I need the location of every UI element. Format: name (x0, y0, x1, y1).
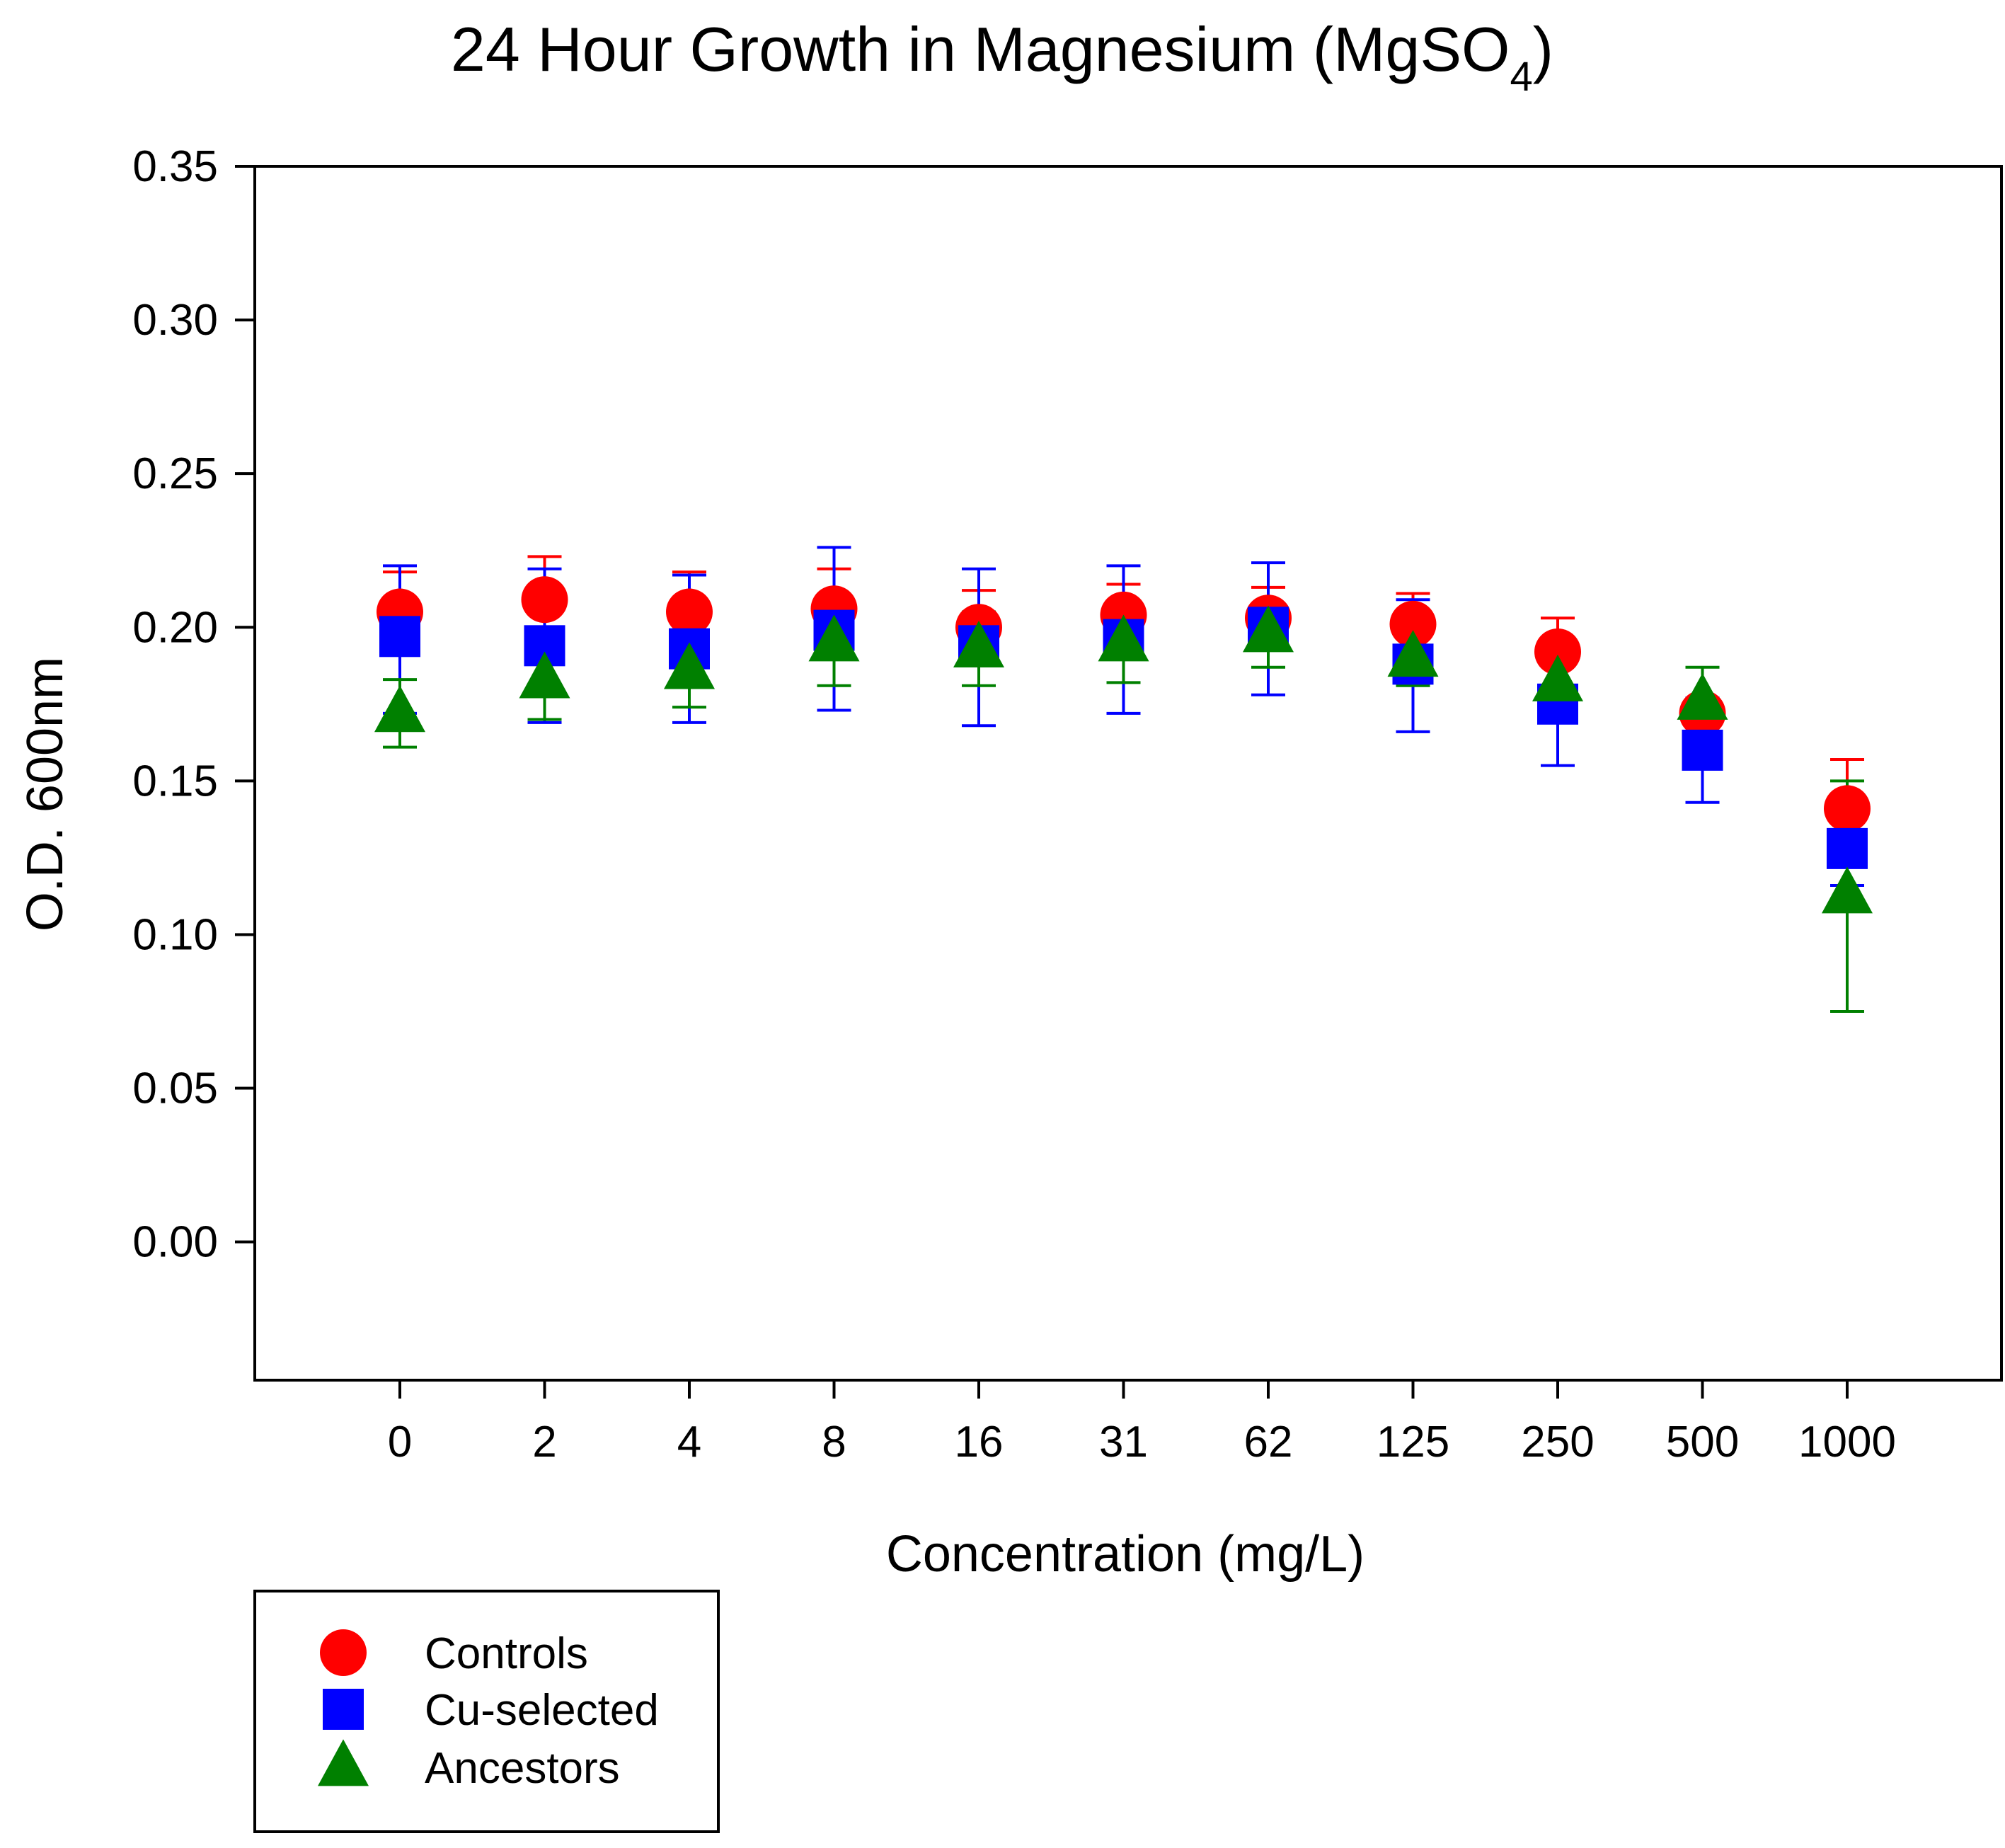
x-tick-label-2: 2 (532, 1418, 556, 1467)
controls-point-125 (1389, 600, 1437, 648)
x-tick-label-250: 250 (1521, 1418, 1594, 1467)
y-axis: 0.00 0.05 0.10 0.15 0.20 0.25 0.30 0.35 (132, 142, 255, 1267)
x-tick-label-125: 125 (1377, 1418, 1449, 1467)
x-tick-label-31: 31 (1099, 1418, 1148, 1467)
chart-title-subscript: 4 (1510, 54, 1532, 100)
legend-label-cu-selected: Cu-selected (425, 1686, 659, 1735)
controls-point-1000 (1824, 785, 1871, 832)
x-axis: 0 2 4 8 16 31 62 125 250 500 1000 (388, 1380, 1896, 1467)
ancestors-point-8 (808, 614, 860, 662)
y-tick-label-0.20: 0.20 (132, 603, 218, 652)
x-tick-label-8: 8 (822, 1418, 846, 1467)
legend-marker-controls (320, 1629, 367, 1676)
x-tick-label-4: 4 (677, 1418, 701, 1467)
ancestors-point-31 (1098, 614, 1149, 662)
ancestors-point-2 (519, 651, 570, 699)
y-tick-label-0.35: 0.35 (132, 142, 218, 191)
controls-point-2 (521, 576, 568, 624)
legend-label-ancestors: Ancestors (425, 1744, 620, 1793)
legend-marker-ancestors (318, 1739, 369, 1786)
y-axis-label: O.D. 600nm (17, 657, 74, 931)
y-tick-label-0.10: 0.10 (132, 910, 218, 959)
controls-point-4 (666, 588, 713, 636)
cu-selected-point-500 (1682, 729, 1723, 771)
cu-selected-point-0 (379, 616, 420, 658)
legend-marker-cu-selected (323, 1689, 364, 1730)
ancestors-point-125 (1387, 630, 1439, 677)
legend-box (253, 1590, 720, 1833)
plot-frame (253, 165, 2003, 1382)
ancestors-point-1000 (1822, 866, 1873, 914)
y-tick-label-0.05: 0.05 (132, 1064, 218, 1113)
chart-title: 24 Hour Growth in Magnesium (MgSO4) (451, 14, 1553, 100)
ancestors-point-0 (374, 685, 425, 733)
x-tick-label-16: 16 (955, 1418, 1004, 1467)
y-tick-label-0.15: 0.15 (132, 757, 218, 805)
ancestors-point-250 (1532, 654, 1583, 701)
x-tick-label-0: 0 (388, 1418, 412, 1467)
ancestors-point-16 (953, 621, 1004, 668)
cu-selected-point-1000 (1827, 827, 1868, 869)
y-tick-label-0.25: 0.25 (132, 449, 218, 498)
ancestors-point-4 (664, 642, 715, 689)
x-tick-label-1000: 1000 (1798, 1418, 1896, 1467)
x-tick-label-500: 500 (1666, 1418, 1739, 1467)
legend-label-controls: Controls (425, 1629, 588, 1678)
y-tick-label-0.30: 0.30 (132, 296, 218, 345)
x-tick-label-62: 62 (1244, 1418, 1293, 1467)
chart-title-suffix: ) (1533, 14, 1553, 84)
legend: Controls Cu-selected Ancestors (318, 1629, 659, 1793)
controls-point-250 (1534, 629, 1581, 675)
y-tick-label-0.00: 0.00 (132, 1218, 218, 1267)
ancestors-point-62 (1243, 605, 1294, 653)
data-markers (374, 576, 1873, 914)
chart-title-prefix: 24 Hour Growth in Magnesium (MgSO (451, 14, 1510, 84)
x-axis-label: Concentration (mg/L) (886, 1526, 1365, 1583)
ancestors-point-500 (1677, 672, 1728, 720)
